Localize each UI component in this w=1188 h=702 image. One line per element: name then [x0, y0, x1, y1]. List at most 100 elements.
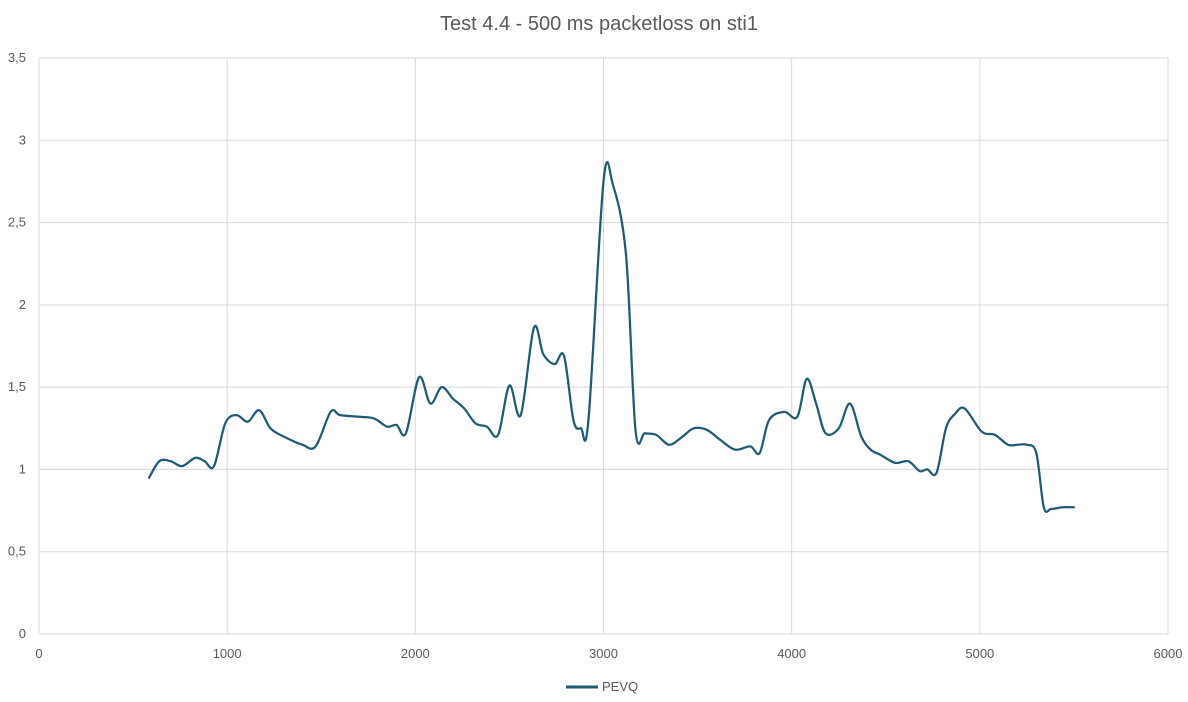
y-axis-tick-labels: 0 0,5 1 1,5 2 2,5 3 3,5 [8, 50, 26, 641]
data-point [148, 477, 150, 479]
data-point [926, 469, 928, 471]
data-point [463, 408, 465, 410]
data-point [783, 411, 785, 413]
data-point [339, 414, 341, 416]
y-tick-label: 2 [19, 297, 26, 312]
data-point [603, 181, 605, 183]
data-point [1051, 508, 1053, 510]
data-point [315, 446, 317, 448]
data-point [1007, 444, 1009, 446]
data-point [945, 427, 947, 429]
data-point [759, 452, 761, 454]
data-point [908, 460, 910, 462]
y-tick-label: 1,5 [8, 379, 26, 394]
data-point [520, 414, 522, 416]
data-point [693, 427, 695, 429]
data-point [655, 434, 657, 436]
data-point [682, 436, 684, 438]
data-point [194, 457, 196, 459]
x-tick-label: 3000 [589, 646, 618, 661]
data-point [554, 363, 556, 365]
data-point [405, 432, 407, 434]
data-point [181, 465, 183, 467]
data-point [486, 426, 488, 428]
data-point [815, 403, 817, 405]
data-point [719, 439, 721, 441]
data-point [612, 184, 614, 186]
data-point [573, 419, 575, 421]
data-point [849, 403, 851, 405]
data-point [418, 376, 420, 378]
x-tick-label: 5000 [965, 646, 994, 661]
x-axis-tick-labels: 0 1000 2000 3000 4000 5000 6000 [35, 646, 1182, 661]
data-point [870, 449, 872, 451]
gridlines [38, 57, 1169, 635]
data-point [159, 460, 161, 462]
data-point [894, 462, 896, 464]
data-point [283, 436, 285, 438]
data-point [452, 398, 454, 400]
data-point [838, 427, 840, 429]
y-tick-label: 1 [19, 461, 26, 476]
x-tick-label: 1000 [213, 646, 242, 661]
data-point [860, 436, 862, 438]
data-point [1017, 444, 1019, 446]
data-point [213, 465, 215, 467]
data-point [430, 403, 432, 405]
data-point [1035, 452, 1037, 454]
data-point [1062, 506, 1064, 508]
data-point [919, 470, 921, 472]
y-tick-label: 3 [19, 132, 26, 147]
legend: PEVQ [566, 679, 638, 694]
data-point [330, 411, 332, 413]
data-point [580, 427, 582, 429]
data-point [955, 413, 957, 415]
data-point [964, 408, 966, 410]
data-point [224, 423, 226, 425]
x-tick-label: 4000 [777, 646, 806, 661]
data-point [509, 385, 511, 387]
data-point [669, 444, 671, 446]
data-point [270, 427, 272, 429]
data-point [734, 449, 736, 451]
data-point [475, 423, 477, 425]
y-tick-label: 0 [19, 626, 26, 641]
data-point [236, 414, 238, 416]
data-point [1026, 444, 1028, 446]
data-point [936, 472, 938, 474]
data-point [563, 355, 565, 357]
data-point [588, 419, 590, 421]
data-point [797, 416, 799, 418]
data-point [497, 434, 499, 436]
data-point [825, 432, 827, 434]
data-point [1043, 506, 1045, 508]
data-point [533, 327, 535, 329]
data-point [542, 353, 544, 355]
chart-title: Test 4.4 - 500 ms packetloss on sti1 [440, 13, 758, 35]
x-tick-label: 2000 [401, 646, 430, 661]
data-point [204, 460, 206, 462]
data-point [994, 434, 996, 436]
legend-label-pevq: PEVQ [602, 679, 638, 694]
y-tick-label: 2,5 [8, 215, 26, 230]
data-point [170, 460, 172, 462]
data-point [258, 409, 260, 411]
data-point [1073, 506, 1075, 508]
x-tick-label: 6000 [1154, 646, 1183, 661]
x-tick-label: 0 [35, 646, 42, 661]
data-point [749, 446, 751, 448]
series-line-pevq [147, 160, 1076, 514]
data-point [386, 426, 388, 428]
data-point [806, 378, 808, 380]
data-point [441, 386, 443, 388]
series-layer [147, 160, 1076, 514]
data-point [644, 432, 646, 434]
y-tick-label: 0,5 [8, 544, 26, 559]
data-point [302, 444, 304, 446]
data-point [981, 431, 983, 433]
data-point [625, 255, 627, 257]
data-point [635, 429, 637, 431]
data-point [706, 429, 708, 431]
data-point [358, 416, 360, 418]
